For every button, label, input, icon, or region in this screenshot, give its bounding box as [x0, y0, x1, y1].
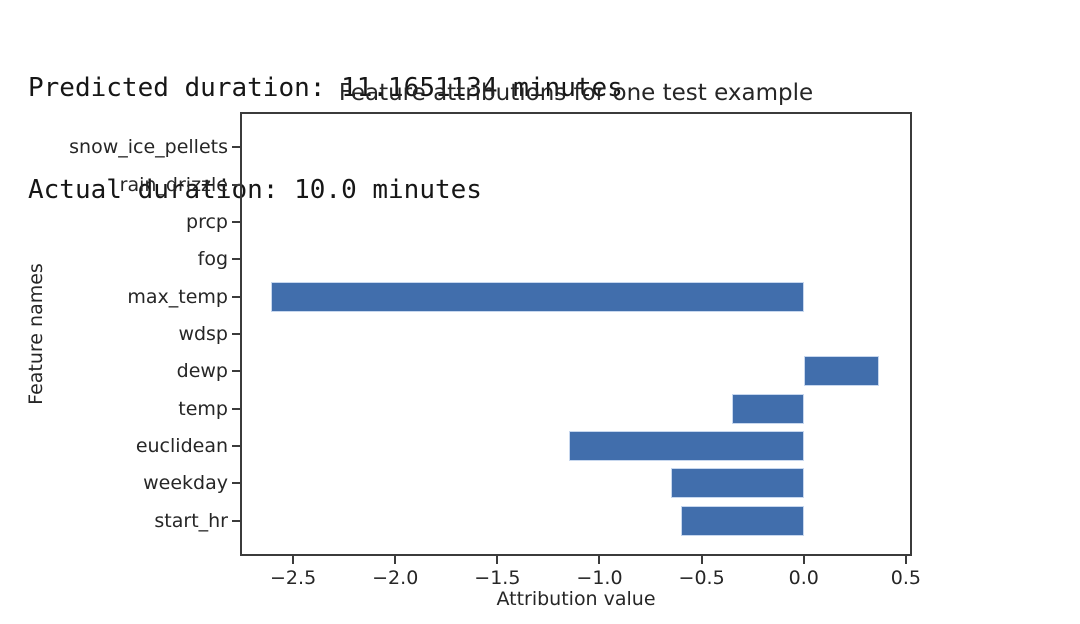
x-tick-label-0: 0.0 [788, 567, 819, 589]
x-axis-label: Attribution value [496, 588, 656, 610]
y-tick-dewp [232, 370, 240, 373]
bar-weekday [670, 468, 804, 499]
x-tick--0.5 [700, 556, 703, 564]
y-tick-snow_ice_pellets [232, 146, 240, 149]
bar-euclidean [568, 431, 804, 462]
y-tick-label-fog: fog [197, 248, 228, 271]
y-tick-start_hr [232, 519, 240, 522]
x-tick-label--0.5: −0.5 [678, 567, 725, 589]
x-tick-label-0.5: 0.5 [890, 567, 921, 589]
y-tick-label-temp: temp [178, 397, 228, 420]
y-tick-euclidean [232, 445, 240, 448]
y-tick-temp [232, 407, 240, 410]
y-tick-label-dewp: dewp [176, 360, 228, 383]
bar-max_temp [270, 281, 804, 312]
y-tick-weekday [232, 482, 240, 485]
y-tick-label-snow_ice_pellets: snow_ice_pellets [69, 136, 228, 159]
y-tick-label-wdsp: wdsp [178, 323, 228, 345]
x-tick-0 [802, 556, 805, 564]
x-tick-label--1.5: −1.5 [474, 567, 521, 589]
plot-frame [240, 112, 912, 556]
y-tick-wdsp [232, 333, 240, 335]
x-tick-label--2: −2.0 [372, 567, 419, 589]
x-tick-0.5 [904, 556, 907, 564]
y-tick-label-euclidean: euclidean [135, 435, 228, 458]
x-tick--2.5 [292, 556, 295, 564]
bar-start_hr [681, 505, 804, 536]
chart-title: Feature attributions for one test exampl… [338, 80, 814, 106]
x-tick--1 [598, 556, 601, 564]
y-tick-label-rain_drizzle: rain_drizzle [119, 173, 228, 196]
x-tick-label--2.5: −2.5 [270, 567, 317, 589]
y-tick-rain_drizzle [232, 183, 240, 186]
y-tick-max_temp [232, 295, 240, 298]
console-output: Predicted duration: 11.1651134 minutes A… [28, 3, 623, 275]
predicted-duration-text: Predicted duration: 11.1651134 minutes [28, 73, 623, 103]
y-tick-label-start_hr: start_hr [154, 509, 228, 532]
x-tick-label--1: −1.0 [576, 567, 623, 589]
y-tick-fog [232, 258, 240, 261]
actual-duration-text: Actual duration: 10.0 minutes [28, 175, 482, 205]
bar-dewp [803, 356, 880, 387]
bar-temp [732, 393, 804, 424]
x-tick--2 [394, 556, 397, 564]
x-tick--1.5 [496, 556, 499, 564]
y-tick-prcp [232, 220, 240, 223]
y-tick-label-prcp: prcp [186, 210, 228, 233]
y-tick-label-max_temp: max_temp [127, 285, 228, 308]
y-tick-label-weekday: weekday [143, 472, 228, 495]
